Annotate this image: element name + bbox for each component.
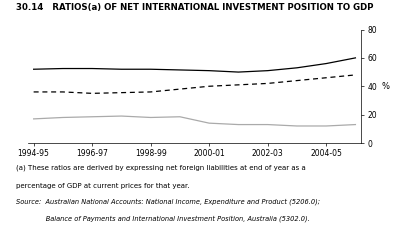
Text: 30.14   RATIOS(a) OF NET INTERNATIONAL INVESTMENT POSITION TO GDP: 30.14 RATIOS(a) OF NET INTERNATIONAL INV… — [16, 3, 374, 12]
Y-axis label: %: % — [382, 82, 389, 91]
Text: percentage of GDP at current prices for that year.: percentage of GDP at current prices for … — [16, 183, 189, 189]
Text: Source:  Australian National Accounts: National Income, Expenditure and Product : Source: Australian National Accounts: Na… — [16, 199, 320, 205]
Text: (a) These ratios are derived by expressing net foreign liabilities at end of yea: (a) These ratios are derived by expressi… — [16, 165, 306, 171]
Text: Balance of Payments and International Investment Position, Australia (5302.0).: Balance of Payments and International In… — [16, 215, 310, 222]
